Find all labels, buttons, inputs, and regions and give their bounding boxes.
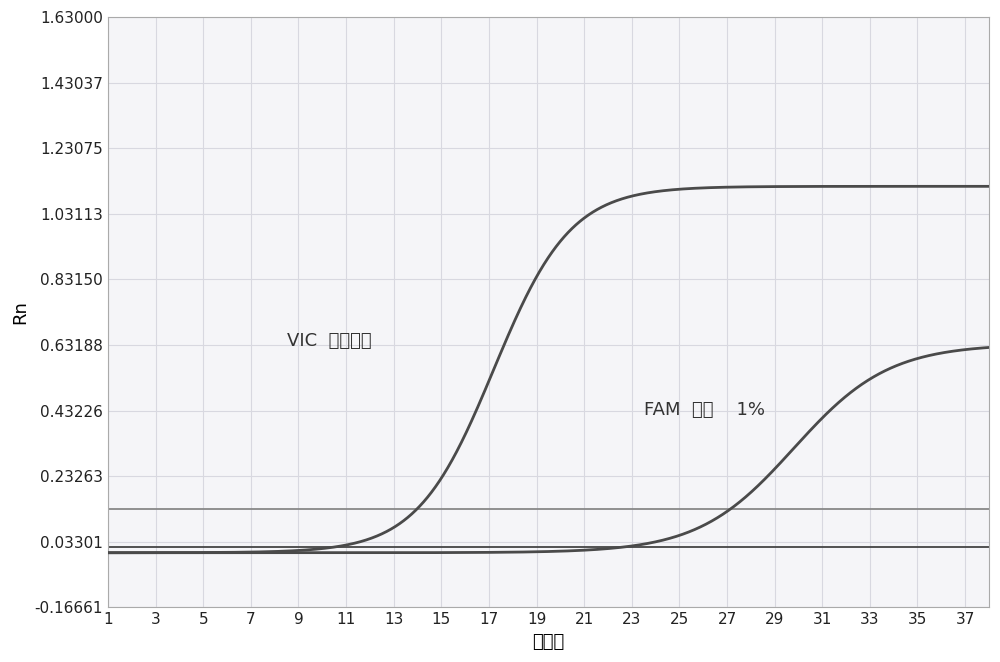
X-axis label: 循环数: 循环数 bbox=[532, 633, 565, 651]
Y-axis label: Rn: Rn bbox=[11, 301, 29, 324]
Text: VIC  信号内控: VIC 信号内控 bbox=[287, 332, 371, 350]
Text: FAM  信号    1%: FAM 信号 1% bbox=[644, 401, 765, 418]
